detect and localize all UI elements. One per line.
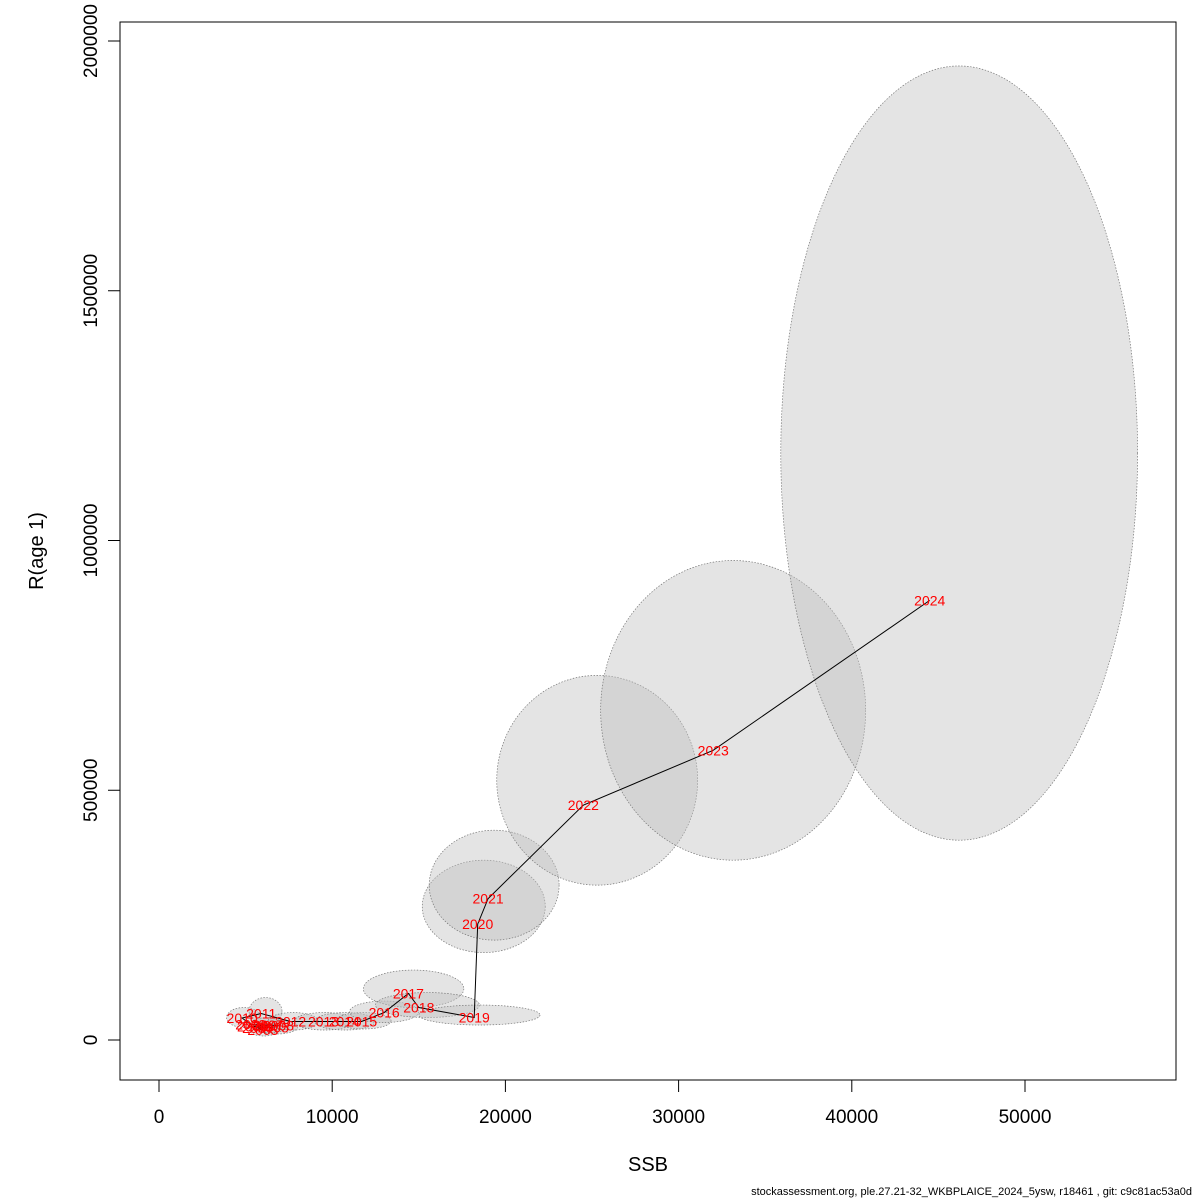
y-tick-label-1500000: 1500000	[81, 254, 102, 328]
year-label-2008: 2008	[263, 1018, 294, 1034]
year-label-2013: 2013	[308, 1014, 339, 1030]
year-labels: 2003200420052006200720082009201020112012…	[227, 592, 946, 1038]
year-label-2014: 2014	[329, 1014, 360, 1030]
year-label-2009: 2009	[235, 1017, 266, 1033]
confidence-ellipse-2011	[248, 997, 283, 1026]
confidence-ellipse-2020	[421, 859, 546, 953]
x-axis-title: SSB	[628, 1154, 668, 1176]
confidence-ellipse-2019	[418, 1004, 541, 1026]
confidence-ellipse-2017	[363, 969, 465, 1008]
year-label-2022: 2022	[568, 797, 599, 813]
y-tick-label-500000: 500000	[81, 759, 102, 822]
confidence-ellipse-2023	[600, 560, 867, 861]
confidence-ellipse-2024	[780, 65, 1138, 841]
year-label-2011: 2011	[246, 1006, 276, 1022]
year-label-2016: 2016	[369, 1005, 400, 1021]
x-tick-label-30000: 30000	[652, 1107, 705, 1128]
year-label-2021: 2021	[473, 891, 504, 907]
year-label-2017: 2017	[393, 986, 424, 1002]
year-label-2012: 2012	[275, 1014, 306, 1030]
y-axis-title: R(age 1)	[26, 512, 48, 590]
year-label-2006: 2006	[237, 1019, 268, 1035]
x-tick-label-50000: 50000	[999, 1107, 1052, 1128]
year-label-2007: 2007	[253, 1017, 284, 1033]
y-axis: 0 500000 1000000 1500000 2000000	[81, 4, 121, 1046]
x-tick-label-0: 0	[154, 1107, 165, 1128]
confidence-ellipse-2022	[496, 675, 699, 886]
x-axis: 0 10000 20000 30000 40000 50000	[154, 1079, 1052, 1128]
year-label-2023: 2023	[698, 742, 729, 758]
confidence-ellipse-2021	[428, 829, 560, 941]
x-tick-label-20000: 20000	[479, 1107, 532, 1128]
year-label-2019: 2019	[459, 1010, 490, 1026]
trajectory-line	[240, 599, 930, 1031]
year-label-2015: 2015	[346, 1014, 377, 1030]
year-label-2004: 2004	[242, 1020, 273, 1036]
year-label-2003: 2003	[247, 1022, 278, 1038]
x-tick-label-10000: 10000	[306, 1107, 359, 1128]
year-label-2020: 2020	[462, 916, 493, 932]
year-label-2005: 2005	[258, 1020, 289, 1036]
year-label-2018: 2018	[403, 1000, 434, 1016]
y-tick-label-2000000: 2000000	[81, 4, 102, 78]
footer-source-text: stockassessment.org, ple.27.21-32_WKBPLA…	[751, 1186, 1192, 1198]
year-label-2024: 2024	[914, 592, 945, 608]
confidence-ellipses	[226, 65, 1138, 1037]
y-tick-label-0: 0	[81, 1035, 102, 1046]
year-label-2010: 2010	[227, 1010, 258, 1026]
y-tick-label-1000000: 1000000	[81, 504, 102, 578]
x-tick-label-40000: 40000	[825, 1107, 878, 1128]
confidence-ellipse-2005	[253, 1019, 298, 1035]
